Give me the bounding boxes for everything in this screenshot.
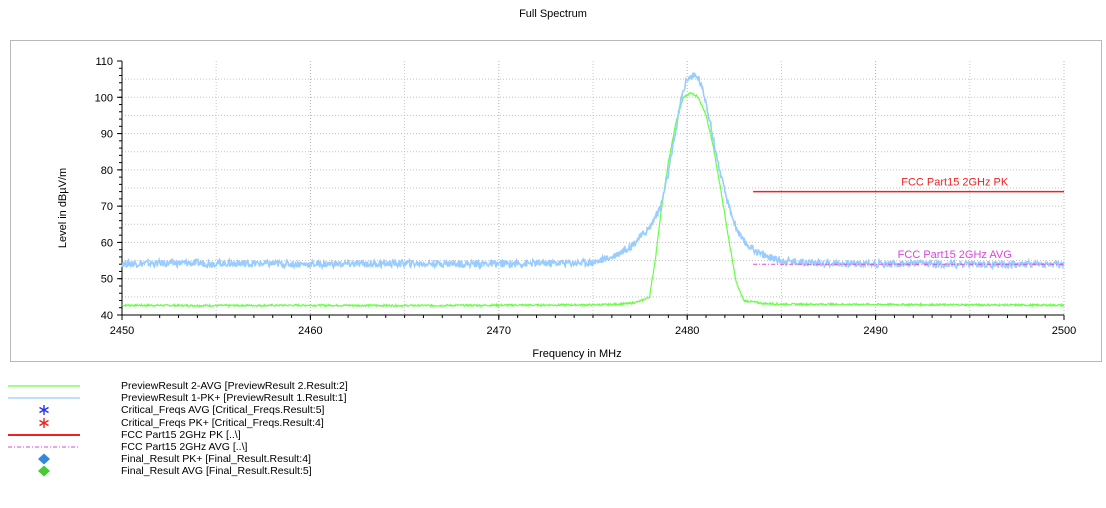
series-line-pk bbox=[121, 71, 1065, 271]
y-axis-title: Level in dBµV/m bbox=[57, 168, 69, 248]
legend-item: PreviewResult 1-PK+ [PreviewResult 1.Res… bbox=[6, 392, 606, 404]
legend-item: FCC Part15 2GHz PK [..\] bbox=[6, 429, 606, 441]
grid bbox=[121, 61, 1065, 315]
limit-lines: FCC Part15 2GHz PK FCC Part15 2GHz AVG bbox=[753, 177, 1064, 265]
legend-label: Critical_Freqs PK+ [Critical_Freqs.Resul… bbox=[121, 416, 324, 429]
legend-label: PreviewResult 2-AVG [PreviewResult 2.Res… bbox=[121, 380, 348, 392]
y-tick-label: 70 bbox=[101, 201, 113, 213]
series-line-avg bbox=[121, 91, 1065, 308]
legend-line-symbol bbox=[8, 397, 80, 399]
y-tick-label: 60 bbox=[101, 237, 113, 249]
legend-item: FCC Part15 2GHz AVG [..\] bbox=[6, 441, 606, 453]
legend-label: Final_Result AVG [Final_Result.Result:5] bbox=[121, 465, 312, 478]
legend: PreviewResult 2-AVG [PreviewResult 2.Res… bbox=[6, 380, 606, 478]
legend-item: PreviewResult 2-AVG [PreviewResult 2.Res… bbox=[6, 380, 606, 392]
y-tick-label: 50 bbox=[101, 274, 113, 286]
legend-item: Critical_Freqs AVG [Critical_Freqs.Resul… bbox=[6, 404, 606, 416]
x-tick-label: 2480 bbox=[675, 325, 699, 337]
series-layer bbox=[121, 71, 1065, 308]
legend-label: Critical_Freqs AVG [Critical_Freqs.Resul… bbox=[121, 404, 325, 417]
legend-line-symbol bbox=[8, 385, 80, 387]
legend-item: Critical_Freqs PK+ [Critical_Freqs.Resul… bbox=[6, 417, 606, 429]
legend-label: Final_Result PK+ [Final_Result.Result:4] bbox=[121, 453, 311, 466]
y-tick-label: 110 bbox=[95, 56, 113, 68]
legend-item: Final_Result PK+ [Final_Result.Result:4] bbox=[6, 453, 606, 465]
y-tick-label: 80 bbox=[101, 165, 113, 177]
limit-label-pk: FCC Part15 2GHz PK bbox=[901, 177, 1009, 189]
limit-label-avg: FCC Part15 2GHz AVG bbox=[898, 249, 1012, 261]
y-tick-label: 40 bbox=[101, 310, 113, 322]
legend-diamond-symbol bbox=[38, 465, 50, 477]
legend-label: FCC Part15 2GHz AVG [..\] bbox=[121, 440, 248, 453]
y-tick-label: 90 bbox=[101, 129, 113, 141]
x-tick-label: 2450 bbox=[110, 325, 134, 337]
plot-frame bbox=[10, 40, 1102, 362]
legend-star-symbol bbox=[39, 417, 49, 428]
legend-line-symbol bbox=[8, 433, 80, 436]
x-axis-title: Frequency in MHz bbox=[532, 348, 621, 360]
x-tick-label: 2500 bbox=[1052, 325, 1076, 337]
x-tick-label: 2470 bbox=[487, 325, 511, 337]
legend-label: PreviewResult 1-PK+ [PreviewResult 1.Res… bbox=[121, 392, 347, 405]
chart-title: Full Spectrum bbox=[519, 8, 587, 20]
x-tick-label: 2460 bbox=[298, 325, 322, 337]
legend-dashdot-symbol bbox=[8, 446, 80, 448]
y-tick-label: 100 bbox=[95, 92, 113, 104]
x-tick-label: 2490 bbox=[863, 325, 887, 337]
axes: 2450 2460 2470 2480 2490 2500 40 50 60 70 80 90 100 1… bbox=[95, 56, 1077, 337]
spectrum-chart: 2450 2460 2470 2480 2490 2500 40 50 60 70 80 90 100 1… bbox=[57, 56, 1077, 360]
legend-star-symbol bbox=[39, 405, 49, 416]
legend-item: Final_Result AVG [Final_Result.Result:5] bbox=[6, 465, 606, 477]
legend-label: FCC Part15 2GHz PK [..\] bbox=[121, 428, 241, 441]
legend-diamond-symbol bbox=[38, 453, 50, 465]
